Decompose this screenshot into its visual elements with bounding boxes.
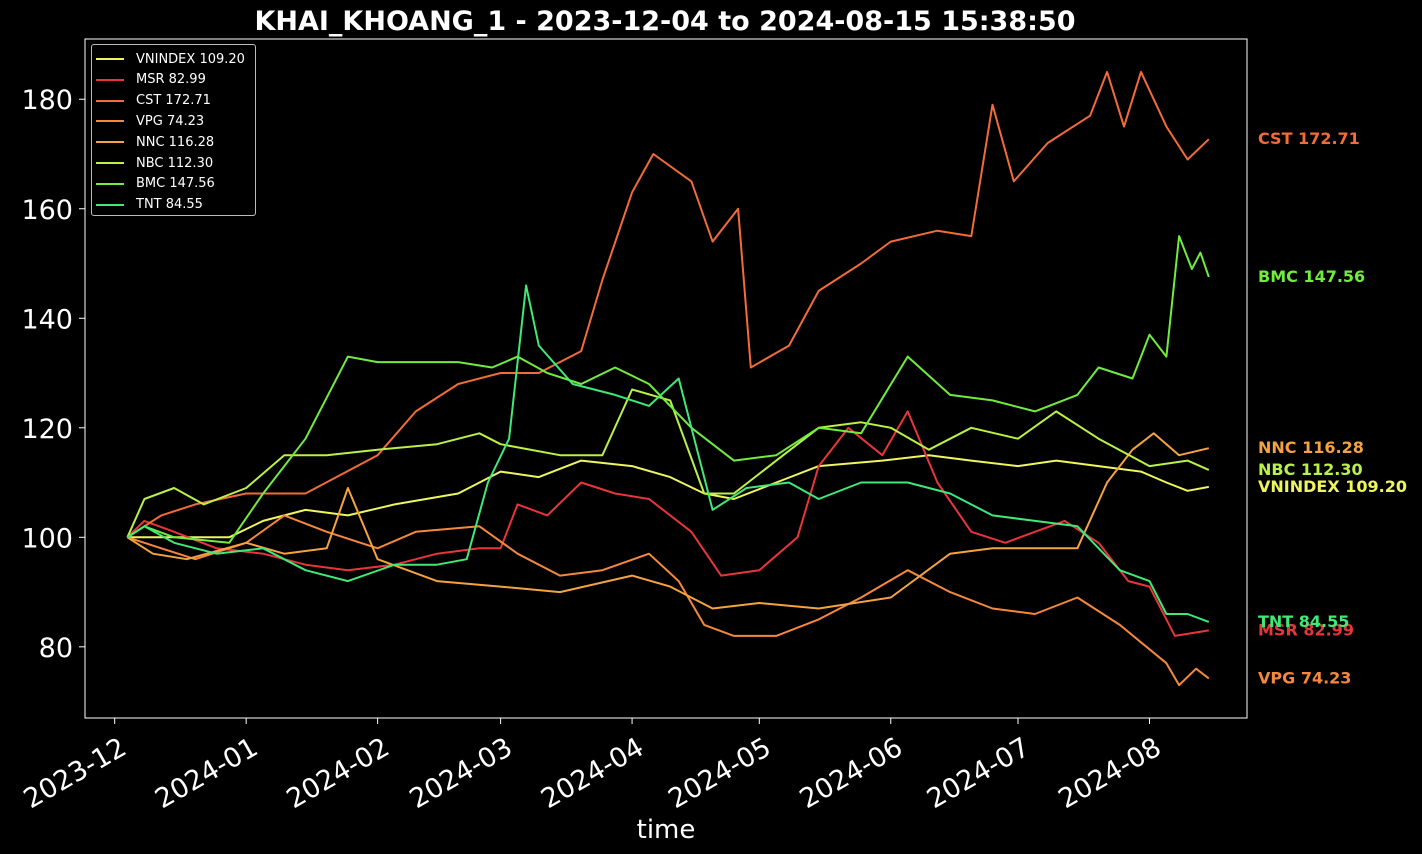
series-line-nnc xyxy=(126,432,1210,610)
legend-swatch xyxy=(96,203,124,206)
end-label-vpg: VPG 74.23 xyxy=(1258,668,1351,687)
legend-swatch xyxy=(96,162,124,164)
end-label-tnt: TNT 84.55 xyxy=(1258,612,1349,631)
legend: VNINDEX 109.20 MSR 82.99 CST 172.71 VPG 74.… xyxy=(91,44,256,216)
y-tick-label: 120 xyxy=(21,414,73,445)
legend-item-cst: CST 172.71 xyxy=(96,91,211,111)
y-tick-label: 180 xyxy=(21,85,73,116)
legend-label: MSR 82.99 xyxy=(136,72,206,88)
legend-label: VNINDEX 109.20 xyxy=(136,51,245,67)
x-tick-label: 2024-07 xyxy=(922,732,1035,815)
legend-label: TNT 84.55 xyxy=(136,197,203,213)
chart-title: KHAI_KHOANG_1 - 2023-12-04 to 2024-08-15… xyxy=(254,6,1075,37)
legend-item-tnt: TNT 84.55 xyxy=(96,195,203,215)
legend-swatch xyxy=(96,58,124,60)
legend-item-msr: MSR 82.99 xyxy=(96,70,206,90)
legend-label: CST 172.71 xyxy=(136,93,211,109)
end-label-nbc: NBC 112.30 xyxy=(1258,460,1363,479)
series-line-cst xyxy=(126,70,1210,539)
legend-swatch xyxy=(96,141,124,144)
legend-swatch xyxy=(96,99,124,102)
legend-item-vpg: VPG 74.23 xyxy=(96,111,204,131)
series-line-tnt xyxy=(126,284,1210,623)
series-line-vpg xyxy=(127,514,1210,687)
x-tick-label: 2024-04 xyxy=(536,732,649,815)
end-labels: VNINDEX 109.20 MSR 82.99 CST 172.71 VPG 74.… xyxy=(1258,129,1407,687)
legend-item-nbc: NBC 112.30 xyxy=(96,153,213,173)
y-tick-label: 140 xyxy=(21,304,73,335)
legend-item-nnc: NNC 116.28 xyxy=(96,132,214,152)
y-tick-label: 160 xyxy=(21,195,73,226)
end-label-nnc: NNC 116.28 xyxy=(1258,438,1364,457)
legend-swatch xyxy=(96,78,124,81)
legend-label: NNC 116.28 xyxy=(136,134,215,150)
legend-label: BMC 147.56 xyxy=(136,176,215,192)
legend-label: NBC 112.30 xyxy=(136,155,214,171)
plot-area xyxy=(84,38,1248,719)
x-tick-label: 2024-06 xyxy=(795,732,908,815)
series-line-msr xyxy=(126,410,1209,637)
x-axis-label: time xyxy=(637,815,696,845)
legend-swatch xyxy=(96,120,124,123)
x-tick-label: 2024-08 xyxy=(1053,732,1166,815)
y-tick-label: 80 xyxy=(39,633,73,664)
x-tick-label: 2024-01 xyxy=(150,732,263,815)
legend-swatch xyxy=(96,182,124,185)
y-axis: 80 100 120 140 160 180 xyxy=(21,85,85,664)
legend-label: VPG 74.23 xyxy=(136,113,205,129)
series-line-nbc xyxy=(126,388,1210,538)
series-line-bmc xyxy=(126,235,1210,544)
x-axis: 2023-12 2024-01 2024-02 2024-03 2024-04 2024-… xyxy=(19,718,1167,815)
x-tick-label: 2024-02 xyxy=(282,732,395,815)
end-label-bmc: BMC 147.56 xyxy=(1258,267,1365,286)
legend-item-vnindex: VNINDEX 109.20 xyxy=(96,49,245,69)
legend-item-bmc: BMC 147.56 xyxy=(96,174,215,194)
x-tick-label: 2023-12 xyxy=(19,732,132,815)
x-tick-label: 2024-05 xyxy=(663,732,776,815)
series-lines xyxy=(126,70,1210,687)
x-tick-label: 2024-03 xyxy=(405,732,518,815)
end-label-msr: MSR 82.99 xyxy=(1258,620,1354,639)
end-label-cst: CST 172.71 xyxy=(1258,129,1360,148)
y-tick-label: 100 xyxy=(21,523,73,554)
end-label-vnindex: VNINDEX 109.20 xyxy=(1258,477,1407,496)
